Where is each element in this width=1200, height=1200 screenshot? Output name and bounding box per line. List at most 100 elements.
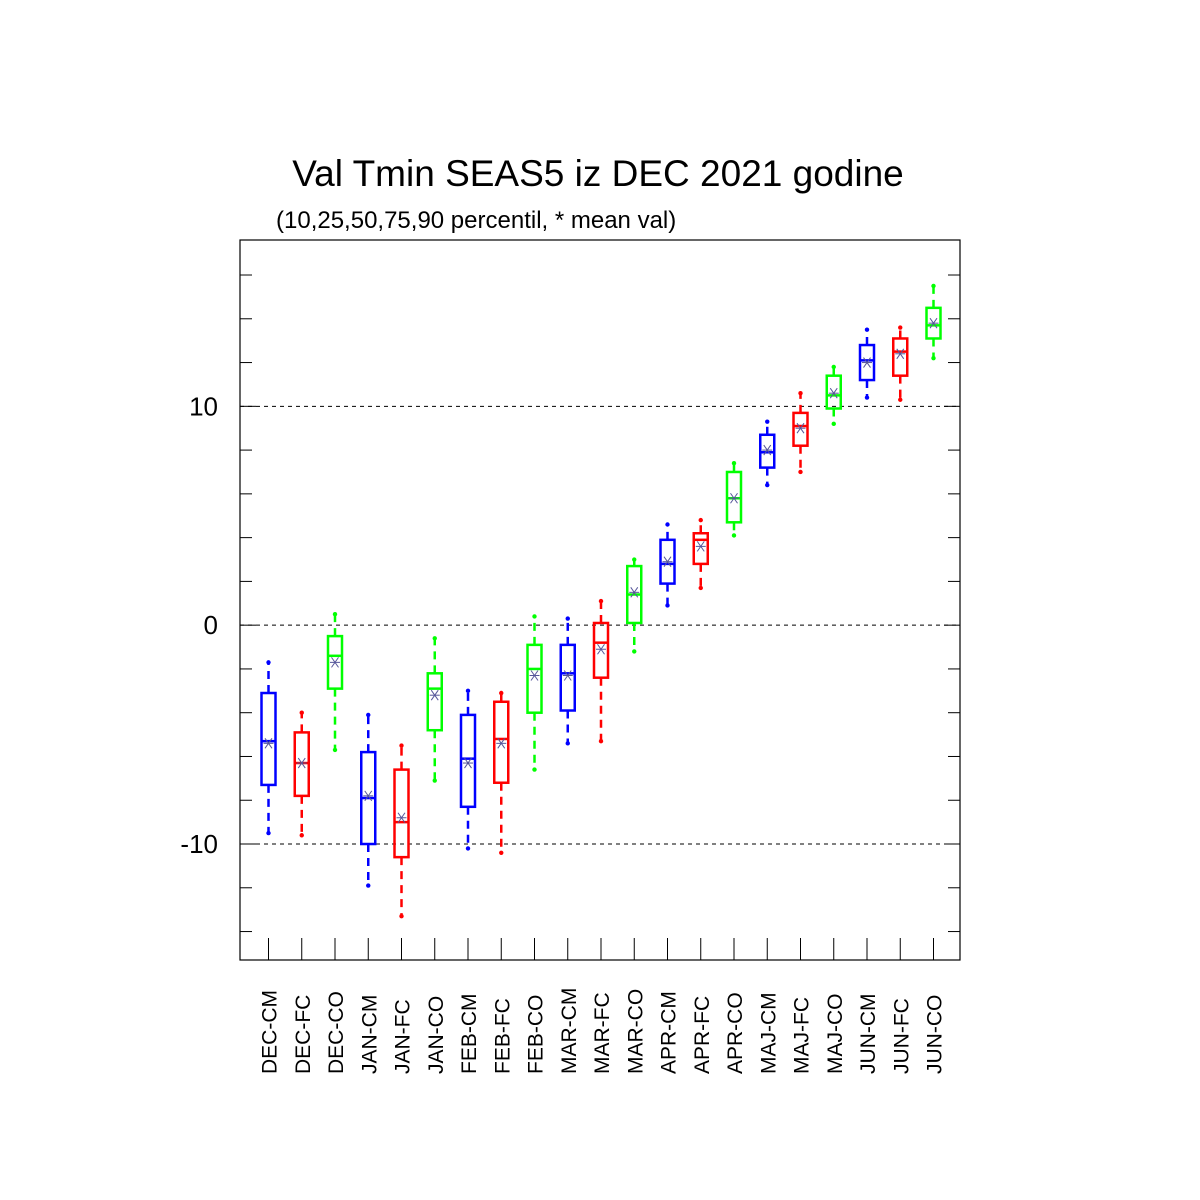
whisker-end-p10 (532, 767, 537, 772)
whisker-end-p90 (598, 598, 604, 604)
mean-marker (729, 492, 739, 504)
whisker-end-p10 (798, 469, 803, 475)
mean-stroke (597, 643, 605, 655)
x-category-label: JUN-FC (890, 998, 913, 1074)
y-tick-label: 10 (189, 391, 218, 421)
x-category-label: JAN-CM (358, 995, 381, 1074)
mean-stroke (530, 670, 539, 681)
x-category-label: MAR-FC (591, 992, 614, 1074)
mean-stroke (563, 670, 572, 681)
tick-labels: -10 0 10 DEC-CM DEC-FC DEC-CO JAN-CM JAN-FC JAN-… (180, 391, 946, 1074)
box-dec-cm (260, 660, 277, 836)
box-iqr (426, 672, 443, 732)
box-jan-co (426, 636, 443, 783)
whisker-end-p90 (898, 325, 903, 330)
mean-marker (828, 387, 839, 399)
mean-marker (695, 541, 706, 552)
box-jan-cm (360, 712, 377, 888)
y-tick-label: -10 (180, 829, 218, 859)
x-category-label: DEC-CM (259, 990, 282, 1074)
box-maj-fc (792, 390, 809, 475)
whisker-end-p10 (366, 883, 371, 888)
box-dec-co (326, 612, 344, 753)
plot-frame (239, 239, 961, 961)
x-category-label: MAR-CM (558, 988, 581, 1074)
whisker-end-p10 (499, 850, 504, 855)
whisker-end-p10 (432, 778, 437, 783)
mean-marker (330, 657, 340, 668)
whisker-end-p10 (399, 914, 404, 919)
whisker-end-p10 (698, 585, 703, 591)
mean-stroke (696, 541, 705, 552)
whisker-end-p90 (731, 461, 737, 466)
mean-stroke (397, 812, 406, 824)
box-jun-co (925, 283, 942, 361)
mean-marker (795, 422, 806, 434)
whisker-end-p10 (731, 533, 737, 538)
mean-marker (529, 670, 540, 681)
whisker-end-p90 (499, 690, 504, 696)
box-iqr (892, 337, 909, 377)
boxes-layer (260, 283, 942, 919)
whisker-end-p90 (698, 517, 703, 523)
x-category-label: JUN-CO (924, 995, 947, 1074)
box-apr-cm (659, 522, 676, 608)
box-jun-fc (892, 325, 909, 402)
mean-marker (396, 812, 407, 824)
box-iqr (526, 643, 543, 714)
x-category-label: FEB-CO (525, 995, 548, 1074)
whisker-end-p90 (432, 636, 437, 641)
box-apr-fc (692, 517, 709, 591)
x-category-label: JAN-CO (425, 996, 448, 1074)
whisker-end-p90 (765, 419, 770, 424)
whisker-end-p90 (632, 557, 637, 562)
mean-stroke (430, 689, 439, 701)
box-feb-cm (459, 688, 477, 851)
whisker-end-p10 (598, 738, 604, 744)
mean-marker (629, 587, 640, 598)
whisker-end-p90 (465, 688, 471, 694)
mean-marker (862, 357, 872, 368)
box-feb-co (526, 614, 543, 772)
mean-marker (296, 757, 307, 769)
box-iqr (493, 700, 510, 784)
mean-stroke (763, 444, 772, 456)
box-feb-fc (493, 690, 510, 855)
whisker-end-p10 (465, 846, 471, 851)
mean-marker (463, 757, 473, 769)
x-category-label: JAN-FC (392, 999, 415, 1074)
whisker-end-p90 (665, 522, 670, 527)
mean-stroke (630, 587, 639, 598)
x-category-label: MAJ-FC (791, 997, 814, 1074)
chart-title: Val Tmin SEAS5 iz DEC 2021 godine (292, 153, 904, 194)
mean-marker (496, 738, 507, 749)
x-category-label: APR-CO (724, 992, 747, 1074)
box-iqr (825, 374, 842, 410)
box-iqr (393, 768, 410, 859)
whisker-end-p90 (266, 660, 271, 665)
x-category-label: APR-CM (658, 991, 681, 1074)
whisker-end-p10 (665, 603, 670, 608)
chart-subtitle: (10,25,50,75,90 percentil, * mean val) (276, 207, 676, 234)
axis-ticks (240, 274, 960, 960)
box-jan-fc (393, 743, 410, 919)
whisker-end-p10 (898, 397, 903, 402)
x-category-label: FEB-CM (458, 994, 481, 1075)
box-iqr (858, 343, 876, 382)
mean-stroke (896, 348, 905, 360)
box-maj-cm (759, 419, 776, 488)
box-dec-fc (293, 710, 310, 838)
whisker-end-p90 (332, 612, 338, 617)
box-maj-co (825, 364, 842, 427)
box-iqr (692, 532, 709, 566)
x-category-label: DEC-CO (325, 991, 348, 1074)
mean-marker (429, 689, 440, 701)
whisker-end-p90 (366, 712, 371, 718)
box-iqr (925, 306, 942, 340)
mean-stroke (297, 757, 306, 769)
mean-stroke (796, 422, 805, 434)
whisker-end-p10 (632, 649, 637, 654)
mean-marker (596, 643, 606, 655)
x-category-label: MAJ-CO (824, 994, 847, 1075)
